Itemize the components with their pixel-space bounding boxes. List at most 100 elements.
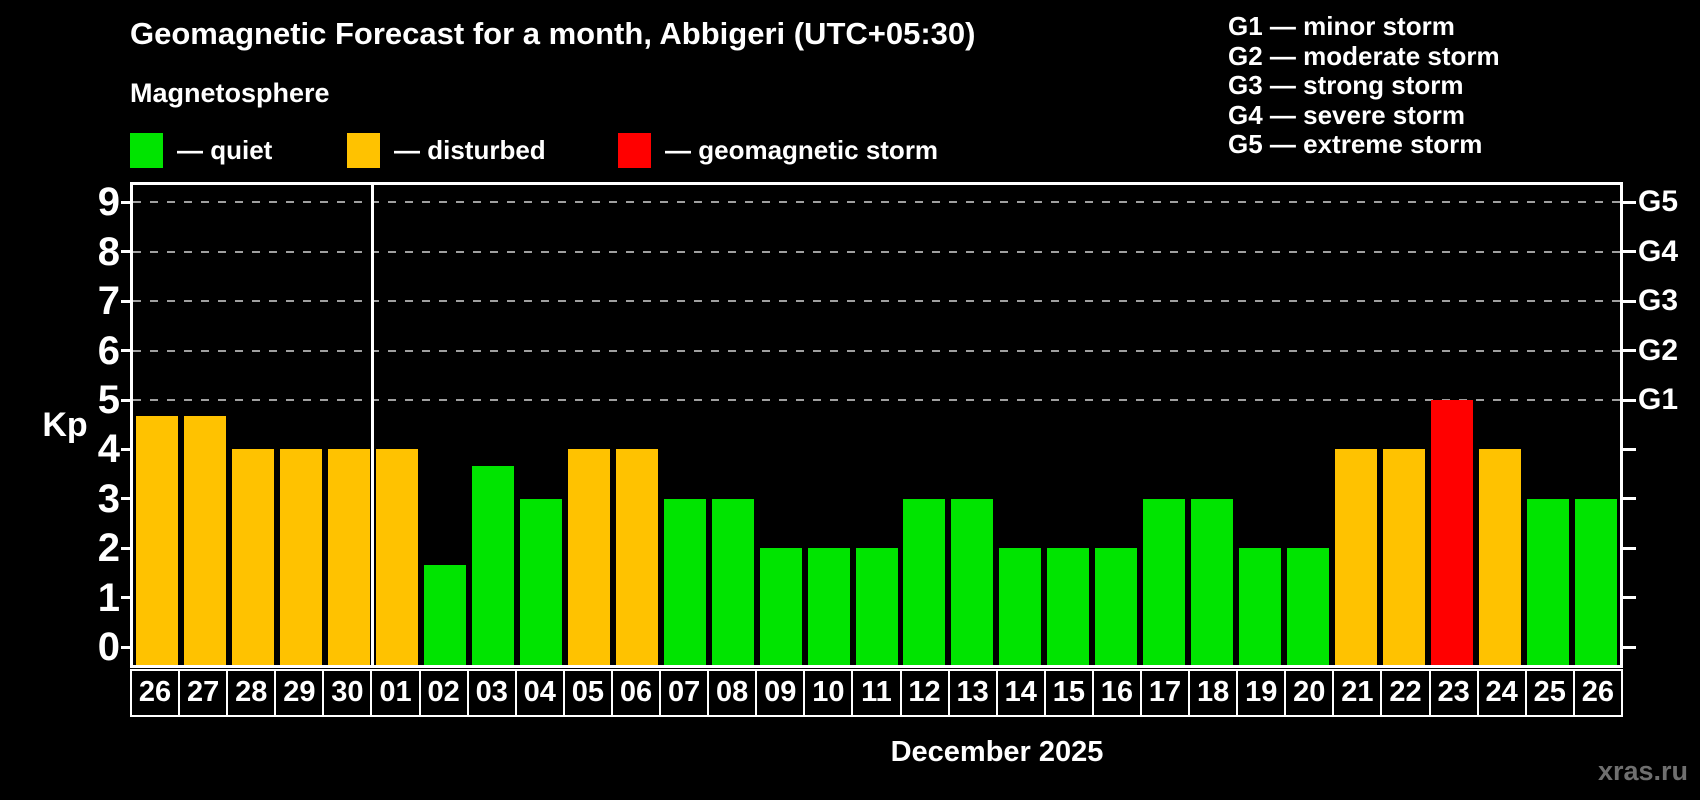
g-legend-line-g5: G5 — extreme storm	[1228, 129, 1483, 160]
y-axis-label-5: 5	[97, 378, 120, 422]
kp-bar-day-08	[711, 498, 754, 665]
right-axis-label-g3: G3	[1638, 284, 1679, 318]
day-label-06: 06	[610, 669, 662, 717]
day-label-04: 04	[514, 669, 565, 717]
kp-bar-day-28	[231, 449, 274, 665]
day-label-15: 15	[1043, 669, 1094, 717]
kp-bar-day-27	[183, 416, 226, 665]
y-axis-label-8: 8	[97, 229, 120, 274]
g-legend-line-g2: G2 — moderate storm	[1228, 40, 1500, 71]
gridline-kp-5	[133, 399, 1620, 401]
y-axis-tick-7	[121, 299, 131, 303]
day-label-02: 02	[418, 669, 469, 717]
kp-bar-day-13	[951, 498, 994, 665]
day-label-03: 03	[466, 669, 517, 717]
legend-item-quiet: — quiet	[130, 131, 272, 169]
y-axis-label-3: 3	[97, 476, 120, 521]
kp-bar-day-06	[615, 449, 658, 665]
kp-bar-day-20	[1287, 548, 1330, 665]
legend-item-storm: — geomagnetic storm	[618, 131, 938, 169]
day-label-14: 14	[995, 669, 1046, 717]
day-label-16: 16	[1091, 669, 1142, 717]
x-axis-day-labels: 26 27 28 29 30 01 02 03 04 05 06 07 08 09 10 11 12 13 14 15…	[130, 669, 1623, 717]
y-axis-label-1: 1	[97, 575, 120, 620]
kp-bar-day-21	[1335, 449, 1378, 665]
y-axis-tick-6	[121, 349, 131, 353]
y-axis-tick-8	[121, 250, 131, 254]
day-label-13: 13	[947, 669, 998, 717]
right-axis-tick-1	[1622, 596, 1636, 600]
day-label-12: 12	[899, 669, 950, 717]
y-axis-label-6: 6	[97, 328, 120, 373]
day-label-10: 10	[803, 669, 854, 717]
day-label-17: 17	[1139, 669, 1191, 717]
kp-bar-day-07	[663, 498, 706, 665]
kp-bar-day-18	[1191, 498, 1234, 665]
legend-label-quiet: — quiet	[177, 134, 273, 165]
y-axis-label-0: 0	[97, 625, 120, 669]
day-label-07: 07	[659, 669, 710, 717]
chart-title: Geomagnetic Forecast for a month, Abbige…	[130, 16, 976, 51]
day-label-11: 11	[851, 669, 902, 717]
gridline-kp-7	[133, 300, 1620, 303]
right-axis-tick-4	[1622, 447, 1636, 451]
y-axis-label-2: 2	[97, 526, 120, 571]
kp-bar-day-24	[1479, 449, 1522, 665]
y-axis-tick-0	[121, 645, 131, 649]
y-axis-tick-2	[121, 546, 131, 550]
x-axis-title: December 2025	[890, 736, 1104, 768]
kp-bar-day-14	[999, 548, 1042, 665]
kp-bar-day-01	[375, 449, 418, 665]
right-axis-tick-3	[1622, 497, 1636, 501]
day-label-01: 01	[370, 669, 421, 717]
kp-bar-day-26	[1575, 498, 1618, 665]
storm-color-swatch	[618, 132, 651, 168]
y-axis-title: Kp	[42, 406, 88, 444]
right-axis-tick-6	[1622, 349, 1636, 353]
gridline-kp-9	[133, 201, 1620, 204]
y-axis-tick-9	[121, 200, 131, 204]
right-axis-tick-2	[1622, 546, 1636, 550]
day-label-05: 05	[562, 669, 613, 717]
gridline-kp-6	[133, 349, 1620, 352]
y-axis-tick-5	[121, 398, 131, 402]
disturbed-color-swatch	[347, 132, 380, 168]
g-legend-line-g4: G4 — severe storm	[1228, 99, 1466, 130]
right-axis-tick-7	[1622, 299, 1636, 303]
kp-bar-day-30	[327, 449, 370, 665]
right-axis-label-g5: G5	[1638, 185, 1679, 219]
kp-bar-day-03	[471, 465, 514, 665]
g-legend-line-g1: G1 — minor storm	[1228, 11, 1455, 41]
gridline-kp-8	[133, 250, 1620, 253]
y-axis-label-4: 4	[97, 427, 120, 472]
kp-bar-day-15	[1047, 548, 1090, 665]
day-label-22: 22	[1380, 669, 1431, 717]
chart-subtitle: Magnetosphere	[130, 78, 330, 108]
day-label-24: 24	[1476, 669, 1527, 717]
kp-bar-day-09	[759, 548, 802, 665]
right-axis-tick-8	[1622, 250, 1636, 254]
kp-bar-day-26	[135, 416, 178, 665]
kp-bar-day-05	[567, 449, 610, 665]
y-axis-label-9: 9	[97, 180, 120, 225]
kp-bar-day-02	[423, 564, 466, 665]
y-axis-tick-3	[121, 497, 131, 501]
legend-label-disturbed: — disturbed	[394, 134, 546, 165]
kp-bar-day-22	[1383, 449, 1426, 665]
g-scale-legend: G1 — minor storm G2 — moderate storm G3 …	[1228, 11, 1500, 160]
kp-bar-day-29	[279, 449, 322, 665]
kp-bar-day-16	[1095, 548, 1138, 665]
day-label-27: 27	[178, 669, 229, 717]
day-label-08: 08	[707, 669, 758, 717]
day-label-20: 20	[1284, 669, 1335, 717]
y-axis-label-7: 7	[97, 279, 120, 324]
day-label-19: 19	[1236, 669, 1287, 717]
watermark: xras.ru	[1597, 756, 1688, 786]
right-axis-label-g4: G4	[1638, 234, 1679, 268]
kp-bar-day-12	[903, 498, 946, 665]
legend-item-disturbed: — disturbed	[347, 131, 546, 169]
day-label-28: 28	[226, 669, 277, 717]
kp-bar-day-19	[1239, 548, 1282, 665]
quiet-color-swatch	[130, 132, 163, 168]
